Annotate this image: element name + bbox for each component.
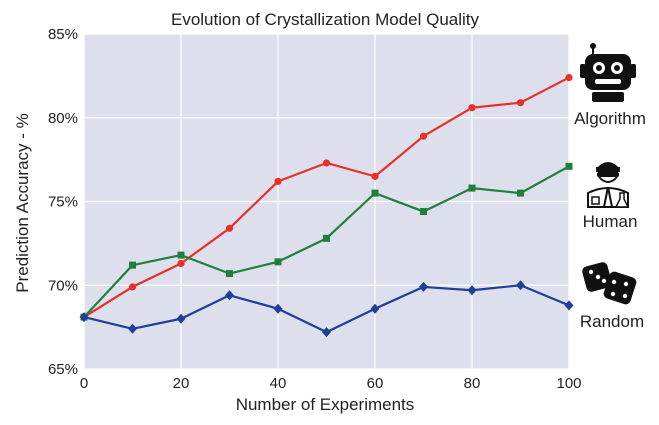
data-point-algorithm — [177, 259, 185, 268]
y-tick-label: 80% — [48, 110, 78, 127]
legend-label-random: Random — [580, 312, 644, 331]
data-point-algorithm — [322, 159, 331, 167]
data-point-algorithm — [371, 172, 379, 180]
grid — [83, 33, 570, 370]
data-point-human — [177, 251, 185, 259]
legend-label-human: Human — [583, 212, 638, 231]
scientist-icon — [587, 162, 630, 208]
data-point-random — [564, 300, 574, 311]
x-tick-label: 40 — [270, 375, 287, 392]
data-point-human — [226, 270, 233, 278]
series-algorithm — [80, 73, 573, 321]
data-point-random — [273, 303, 283, 314]
robot-icon — [580, 43, 636, 102]
y-tick-label: 75% — [48, 194, 78, 211]
data-point-human — [517, 189, 524, 197]
data-point-human — [420, 208, 427, 216]
data-point-random — [79, 312, 89, 323]
x-tick-label: 100 — [556, 375, 581, 392]
data-point-random — [176, 313, 186, 324]
dice-icon — [582, 262, 637, 305]
data-point-algorithm — [468, 104, 476, 112]
x-tick-label: 0 — [80, 375, 88, 392]
y-ticks: 65% 70% 75% 80% 85% — [48, 26, 78, 378]
y-tick-label: 85% — [48, 26, 78, 43]
data-point-random — [322, 327, 331, 338]
data-point-human — [323, 234, 330, 242]
data-point-human — [468, 184, 476, 192]
data-point-algorithm — [419, 132, 428, 140]
data-point-random — [467, 285, 477, 296]
data-point-random — [516, 280, 525, 291]
data-point-algorithm — [565, 73, 573, 82]
data-point-random — [419, 281, 428, 292]
data-point-random — [225, 290, 234, 301]
series-random — [79, 280, 574, 338]
y-tick-label: 70% — [48, 277, 78, 294]
y-axis-label: Prediction Accuracy - % — [13, 113, 32, 293]
x-axis-label: Number of Experiments — [236, 395, 415, 414]
data-point-human — [565, 162, 573, 170]
data-point-algorithm — [225, 224, 234, 232]
data-point-algorithm — [516, 99, 525, 107]
data-point-human — [129, 261, 136, 269]
legend-label-algorithm: Algorithm — [574, 109, 646, 128]
data-point-human — [371, 189, 379, 197]
y-tick-label: 65% — [48, 361, 78, 378]
data-point-human — [274, 258, 282, 266]
data-point-algorithm — [128, 283, 137, 291]
chart-title: Evolution of Crystallization Model Quali… — [171, 10, 480, 29]
data-point-random — [128, 323, 137, 334]
data-point-random — [370, 303, 380, 314]
data-point-algorithm — [274, 177, 282, 185]
x-tick-label: 80 — [464, 375, 481, 392]
series-group — [79, 73, 574, 338]
x-tick-label: 20 — [173, 375, 190, 392]
x-ticks: 0 20 40 60 80 100 — [80, 375, 582, 392]
series-human — [80, 162, 573, 321]
x-tick-label: 60 — [367, 375, 384, 392]
